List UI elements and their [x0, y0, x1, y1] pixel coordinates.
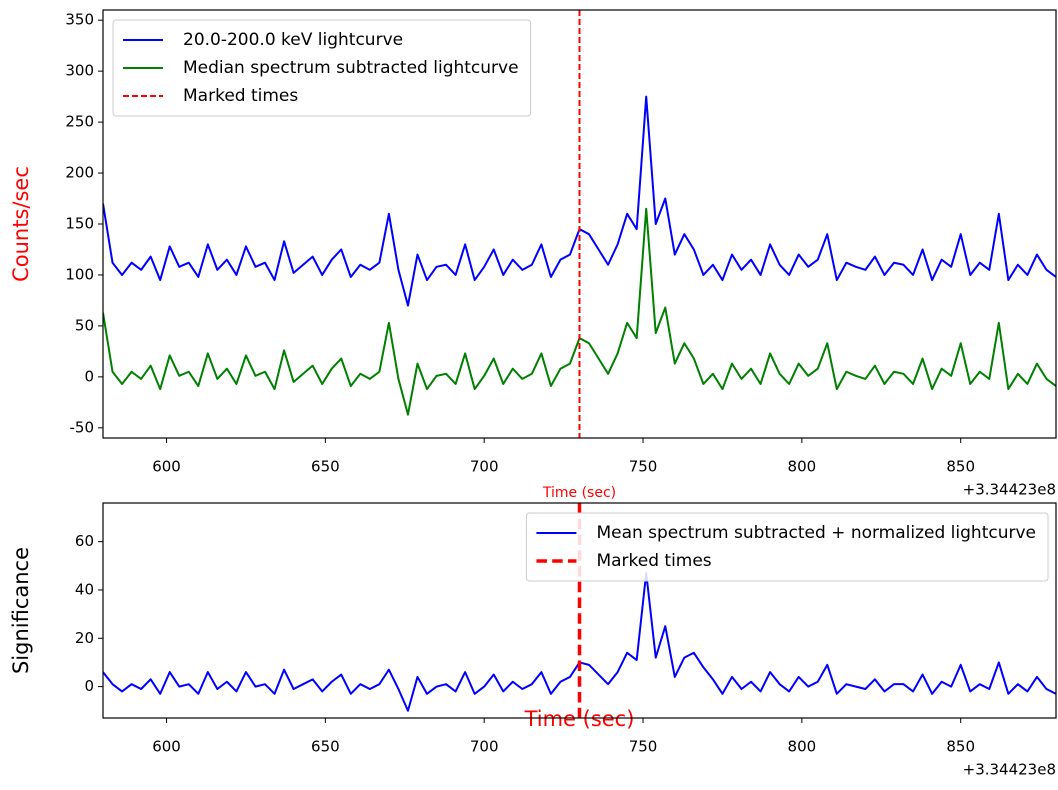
legend-label: Marked times — [596, 551, 711, 571]
x-tick-label: 600 — [152, 458, 181, 476]
y-tick-label: 100 — [65, 265, 94, 283]
y-tick-label: 60 — [75, 532, 94, 550]
x-offset-label: +3.34423e8 — [963, 481, 1056, 499]
legend-label: Marked times — [183, 86, 298, 106]
y-tick-label: 300 — [65, 62, 94, 80]
legend-box — [525, 512, 1049, 582]
y-tick-label: 50 — [75, 316, 94, 334]
x-tick-label: 650 — [311, 738, 340, 756]
x-offset-label: +3.34423e8 — [963, 761, 1056, 779]
y-tick-label: -50 — [70, 418, 95, 436]
data-line — [103, 572, 1056, 712]
y-tick-label: 200 — [65, 164, 94, 182]
legend: Mean spectrum subtracted + normalized li… — [525, 512, 1049, 582]
legend: 20.0-200.0 keV lightcurve Median spectrum… — [112, 19, 532, 117]
y-tick-label: 20 — [75, 629, 94, 647]
legend-label: Median spectrum subtracted lightcurve — [183, 58, 519, 78]
y-axis-label: Counts/sec — [9, 166, 33, 282]
x-tick-label: 800 — [788, 458, 817, 476]
x-tick-label: 750 — [629, 458, 658, 476]
x-axis-label: Time (sec) — [542, 485, 616, 501]
x-tick-label: 650 — [311, 458, 340, 476]
y-tick-label: 0 — [84, 677, 94, 695]
x-tick-label: 850 — [946, 738, 975, 756]
x-tick-label: 600 — [152, 738, 181, 756]
axes-frame — [102, 502, 1057, 719]
legend-label: 20.0-200.0 keV lightcurve — [183, 30, 403, 50]
axes-frame — [102, 9, 1057, 439]
y-tick-label: 150 — [65, 215, 94, 233]
subplot: 600 650 700 750 800 850 -50 0 50 100 150 200 250 300 3… — [9, 9, 1057, 501]
y-tick-label: 250 — [65, 113, 94, 131]
x-tick-label: 800 — [788, 738, 817, 756]
legend-box — [112, 19, 532, 117]
y-tick-label: 40 — [75, 580, 94, 598]
y-tick-label: 0 — [84, 367, 94, 385]
x-tick-label: 700 — [470, 738, 499, 756]
legend-label: Mean spectrum subtracted + normalized li… — [596, 523, 1036, 543]
x-tick-label: 850 — [946, 458, 975, 476]
x-tick-label: 750 — [629, 738, 658, 756]
y-axis-label: Significance — [9, 547, 33, 674]
subplot: 600 650 700 750 800 8500204060+3.34423e8Time … — [9, 502, 1057, 779]
x-tick-label: 700 — [470, 458, 499, 476]
y-tick-label: 350 — [65, 11, 94, 29]
